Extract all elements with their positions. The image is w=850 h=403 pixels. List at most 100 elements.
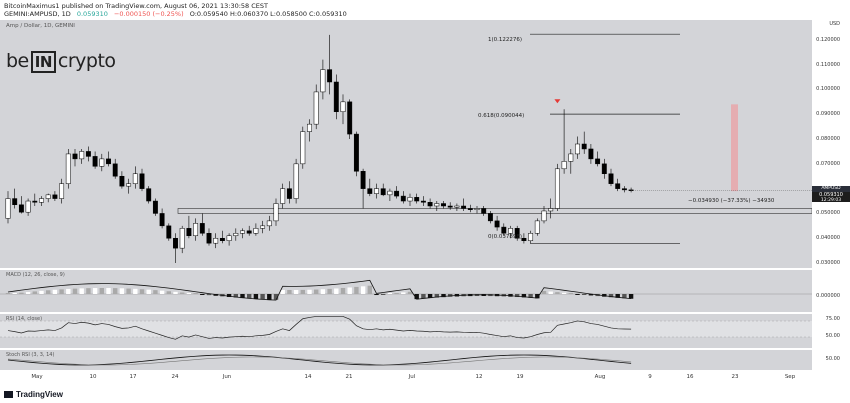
macd-histogram [0, 279, 812, 301]
candle-body [400, 195, 406, 202]
macd-bar [608, 294, 614, 298]
macd-bar [267, 294, 272, 300]
candle-body [286, 188, 292, 199]
macd-bar [535, 294, 540, 299]
macd-bar [287, 289, 292, 294]
candle-body [481, 208, 487, 214]
candle-body [374, 188, 379, 194]
macd-bar [79, 288, 84, 294]
tradingview-brand[interactable]: TradingView [4, 390, 63, 399]
stoch-panel[interactable]: Stoch RSI (3, 3, 14) [0, 350, 812, 370]
macd-bar [374, 294, 379, 296]
macd-tick: 0.000000 [816, 293, 840, 299]
macd-bar [186, 293, 192, 294]
macd-bar [582, 294, 587, 295]
rsi-title: RSI (14, close) [6, 316, 43, 322]
macd-bar [260, 294, 265, 300]
candle-body [280, 188, 286, 204]
macd-bar [602, 294, 607, 297]
candle-body [514, 228, 520, 239]
candlestick-chart[interactable] [0, 20, 812, 268]
candle-body [219, 237, 225, 241]
candle-body [447, 205, 453, 208]
rsi-panel[interactable]: RSI (14, close) [0, 314, 812, 348]
candle-body [554, 168, 560, 209]
candle-body [240, 230, 245, 234]
symbol-name[interactable]: GEMINI:AMPUSD, 1D [4, 10, 71, 18]
y-tick-label: 0.070000 [816, 160, 840, 167]
x-tick-label: 24 [171, 374, 179, 380]
macd-panel[interactable]: MACD (12, 26, close, 9) [0, 270, 812, 312]
price-change: −0.000150 (−0.25%) [113, 10, 184, 18]
stoch-d-line [7, 356, 632, 366]
symbol-info-line: GEMINI:AMPUSD, 1D 0.059310 −0.000150 (−0… [4, 10, 351, 18]
candle-body [420, 200, 426, 203]
macd-bar [548, 291, 553, 294]
candle-body [467, 208, 473, 210]
candle-body [246, 230, 252, 234]
y-tick-label: 0.090000 [816, 111, 840, 118]
y-tick-label: 0.040000 [816, 235, 840, 242]
candle-body [474, 208, 480, 210]
candle-body [300, 131, 306, 165]
candle-body [233, 233, 239, 237]
stoch-lines [7, 354, 632, 366]
macd-bar [448, 294, 453, 297]
candle-body [59, 183, 65, 199]
candle-body [407, 197, 413, 202]
candle-body [434, 203, 440, 207]
x-tick-label: 23 [731, 374, 739, 380]
candle-body [139, 173, 145, 189]
macd-bar [280, 289, 285, 294]
candle-body [588, 148, 594, 160]
macd-bar [622, 294, 627, 299]
x-tick-label: Sep [784, 374, 796, 380]
macd-bar [555, 292, 560, 294]
x-tick-label: 17 [129, 374, 137, 380]
candle-body [454, 205, 460, 208]
candle-body [226, 235, 232, 241]
macd-bar [86, 288, 91, 294]
macd-bar [541, 290, 547, 294]
main-chart-panel[interactable]: Amp / Dollar, 1D, GEMINI be IN crypto 1(0.… [0, 20, 812, 268]
last-price: 0.059310 [76, 10, 108, 18]
macd-axis: 0.000000 [812, 270, 850, 312]
candle-body [5, 198, 11, 219]
macd-bar [340, 287, 346, 294]
candle-body [152, 200, 158, 214]
candle-body [441, 203, 446, 207]
macd-bar [434, 294, 439, 298]
macd-bar [421, 294, 426, 299]
candle-body [32, 200, 38, 203]
candle-body [487, 213, 493, 222]
stoch-k-line [7, 354, 632, 366]
macd-bar [381, 294, 386, 295]
macd-bar [367, 285, 372, 294]
x-tick-label: 19 [516, 374, 524, 380]
candle-body [575, 143, 580, 155]
price-axis[interactable]: USD 0.120000 0.110000 0.100000 0.090000 0.08… [812, 20, 850, 268]
macd-bar [615, 294, 620, 298]
macd-bar [407, 291, 413, 294]
candle-body [293, 163, 299, 199]
ohlc-values: O:0.059540 H:0.060370 L:0.058500 C:0.059… [189, 10, 347, 18]
macd-bar [146, 289, 151, 294]
macd-bar [193, 293, 198, 294]
rsi-tick-75: 75.00 [825, 316, 840, 322]
candle-body [521, 237, 527, 241]
macd-bar [521, 294, 527, 298]
candle-body [307, 123, 312, 132]
macd-bar [320, 289, 326, 294]
macd-bar [247, 294, 252, 299]
time-axis[interactable]: May 10 17 24 Jun 14 21 Jul 12 19 Aug 9 16 23 Sep Tradi… [0, 370, 850, 403]
x-tick-label: 21 [345, 374, 353, 380]
macd-bar [307, 289, 312, 294]
candle-body [501, 226, 507, 234]
fib-label-bottom: 0(0.037898) [488, 234, 523, 240]
macd-bar [300, 289, 305, 294]
macd-bar [106, 288, 111, 294]
macd-bar [528, 294, 533, 298]
x-tick-label: Jun [222, 374, 232, 380]
macd-bar [515, 294, 520, 298]
macd-bar [441, 294, 446, 298]
